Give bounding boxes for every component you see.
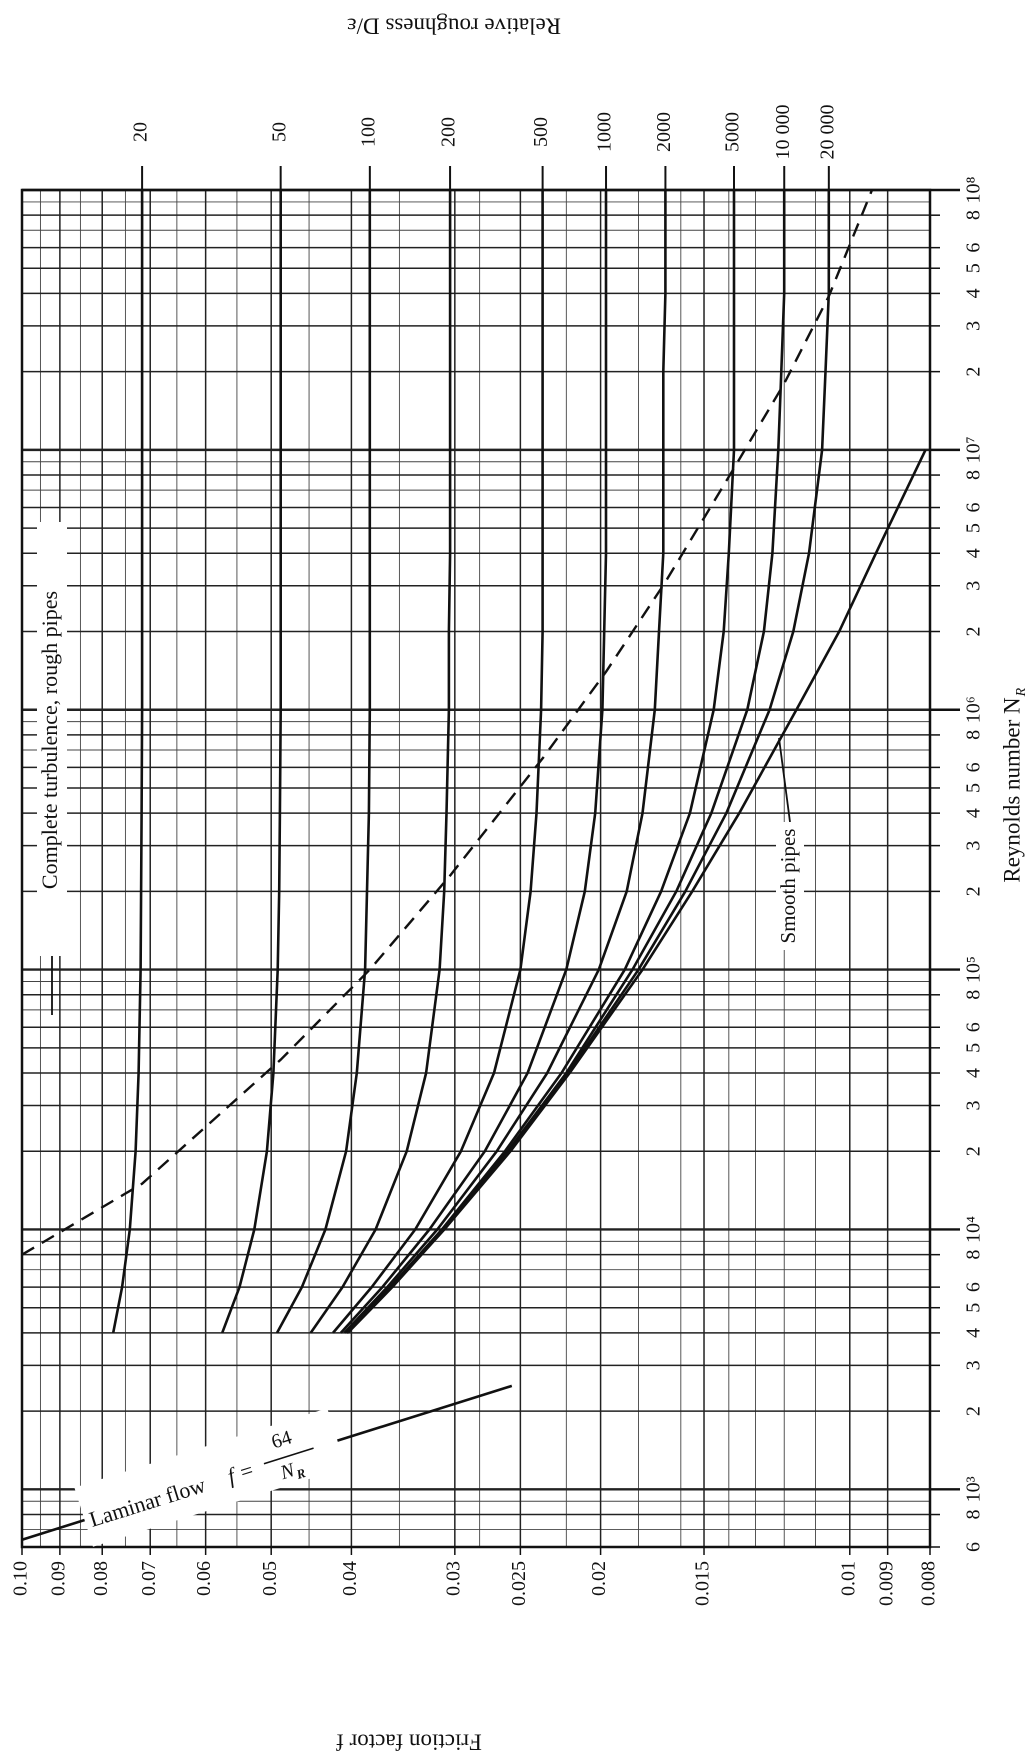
y-tick-label: 4 (963, 1328, 985, 1338)
y-tick-label: 10⁶ (963, 696, 985, 723)
x-tick-label: 0.03 (442, 1561, 464, 1596)
roughness-curve (275, 190, 372, 1334)
y-tick-label: 4 (963, 288, 985, 298)
y-tick-label: 2 (963, 367, 985, 377)
y-tick-label: 8 (963, 1510, 985, 1520)
y-tick-label: 10³ (963, 1476, 985, 1502)
label-leader (778, 737, 791, 823)
x-tick-label: 0.025 (508, 1561, 530, 1606)
smooth-pipes-curve (346, 449, 927, 1334)
x-tick-label: 0.06 (193, 1561, 215, 1596)
roughness-label: 100 (357, 117, 379, 147)
y-tick-label: 10⁴ (963, 1216, 985, 1243)
y-axis-title-text: Reynolds number N (999, 697, 1024, 883)
y-tick-label: 3 (963, 1360, 985, 1370)
y-tick-label: 3 (963, 1100, 985, 1110)
plot-frame (20, 188, 932, 1549)
y-tick-label: 5 (963, 1303, 985, 1313)
y-tick-label: 5 (963, 1043, 985, 1053)
roughness-curve (220, 190, 282, 1334)
x-tick-label: 0.015 (692, 1561, 714, 1606)
x-tick-label: 0.02 (588, 1561, 610, 1596)
y-tick-label: 10⁸ (963, 176, 985, 203)
y-tick-label: 3 (963, 321, 985, 331)
y-tick-label: 8 (963, 470, 985, 480)
x-axis-title: Friction factor f (336, 1730, 482, 1755)
roughness-curve (332, 190, 544, 1334)
top-axis-title: Relative roughness D/ε (347, 14, 561, 39)
y-tick-label: 6 (963, 243, 985, 253)
roughness-label: 20 (130, 122, 152, 142)
x-tick-label: 0.08 (90, 1561, 112, 1596)
y-tick-label: 8 (963, 1250, 985, 1260)
x-tick-label: 0.09 (47, 1561, 69, 1596)
roughness-label: 500 (530, 117, 552, 147)
y-tick-label: 8 (963, 990, 985, 1000)
y-tick-label: 5 (963, 263, 985, 273)
y-tick-label: 3 (963, 581, 985, 591)
x-tick-label: 0.009 (875, 1561, 897, 1606)
roughness-label: 200 (438, 117, 460, 147)
y-tick-label: 2 (963, 1146, 985, 1156)
x-tick-label: 0.008 (918, 1561, 940, 1606)
y-tick-label: 8 (963, 210, 985, 220)
y-tick-label: 4 (963, 808, 985, 818)
roughness-label: 50 (268, 122, 290, 142)
roughness-curve (309, 190, 452, 1334)
roughness-label: 10 000 (772, 105, 794, 160)
y-tick-label: 10⁷ (963, 436, 985, 463)
roughness-label: 2000 (653, 112, 675, 152)
y-tick-label: 6 (963, 1022, 985, 1032)
x-tick-label: 0.01 (837, 1561, 859, 1596)
roughness-curve (345, 190, 831, 1334)
y-tick-label: 6 (963, 762, 985, 772)
y-tick-label: 8 (963, 730, 985, 740)
y-tick-label: 4 (963, 1068, 985, 1078)
label-background (37, 522, 67, 956)
laminar-subscript: R (294, 1465, 308, 1482)
roughness-label: 1000 (594, 112, 616, 152)
x-tick-label: 0.04 (339, 1561, 361, 1596)
y-tick-label: 3 (963, 841, 985, 851)
roughness-curve (111, 190, 144, 1334)
roughness-label: 5000 (722, 112, 744, 152)
fraction-bar (263, 1447, 314, 1465)
label-background (74, 1408, 346, 1547)
label-background (776, 822, 804, 950)
smooth-pipes-label: Smooth pipes (776, 829, 800, 944)
roughness-curve (343, 190, 667, 1334)
y-tick-label: 5 (963, 523, 985, 533)
y-tick-label: 5 (963, 783, 985, 793)
x-tick-label: 0.10 (10, 1561, 32, 1596)
roughness-curve (339, 190, 608, 1334)
roughness-label: 20 000 (816, 105, 838, 160)
y-axis-title: Reynolds number NR (999, 687, 1029, 882)
y-tick-label: 6 (963, 1282, 985, 1292)
complete-turbulence-label: Complete turbulence, rough pipes (37, 591, 62, 889)
y-tick-label: 6 (963, 503, 985, 513)
y-tick-label: 2 (963, 1406, 985, 1416)
y-tick-label: 6 (963, 1542, 985, 1552)
y-tick-label: 10⁵ (963, 956, 985, 983)
y-tick-label: 4 (963, 548, 985, 558)
y-tick-label: 2 (963, 627, 985, 637)
x-tick-label: 0.05 (259, 1561, 281, 1596)
y-axis-title-subscript: R (1014, 687, 1029, 697)
y-tick-label: 2 (963, 886, 985, 896)
x-tick-label: 0.07 (138, 1561, 160, 1596)
roughness-curve (345, 190, 786, 1334)
